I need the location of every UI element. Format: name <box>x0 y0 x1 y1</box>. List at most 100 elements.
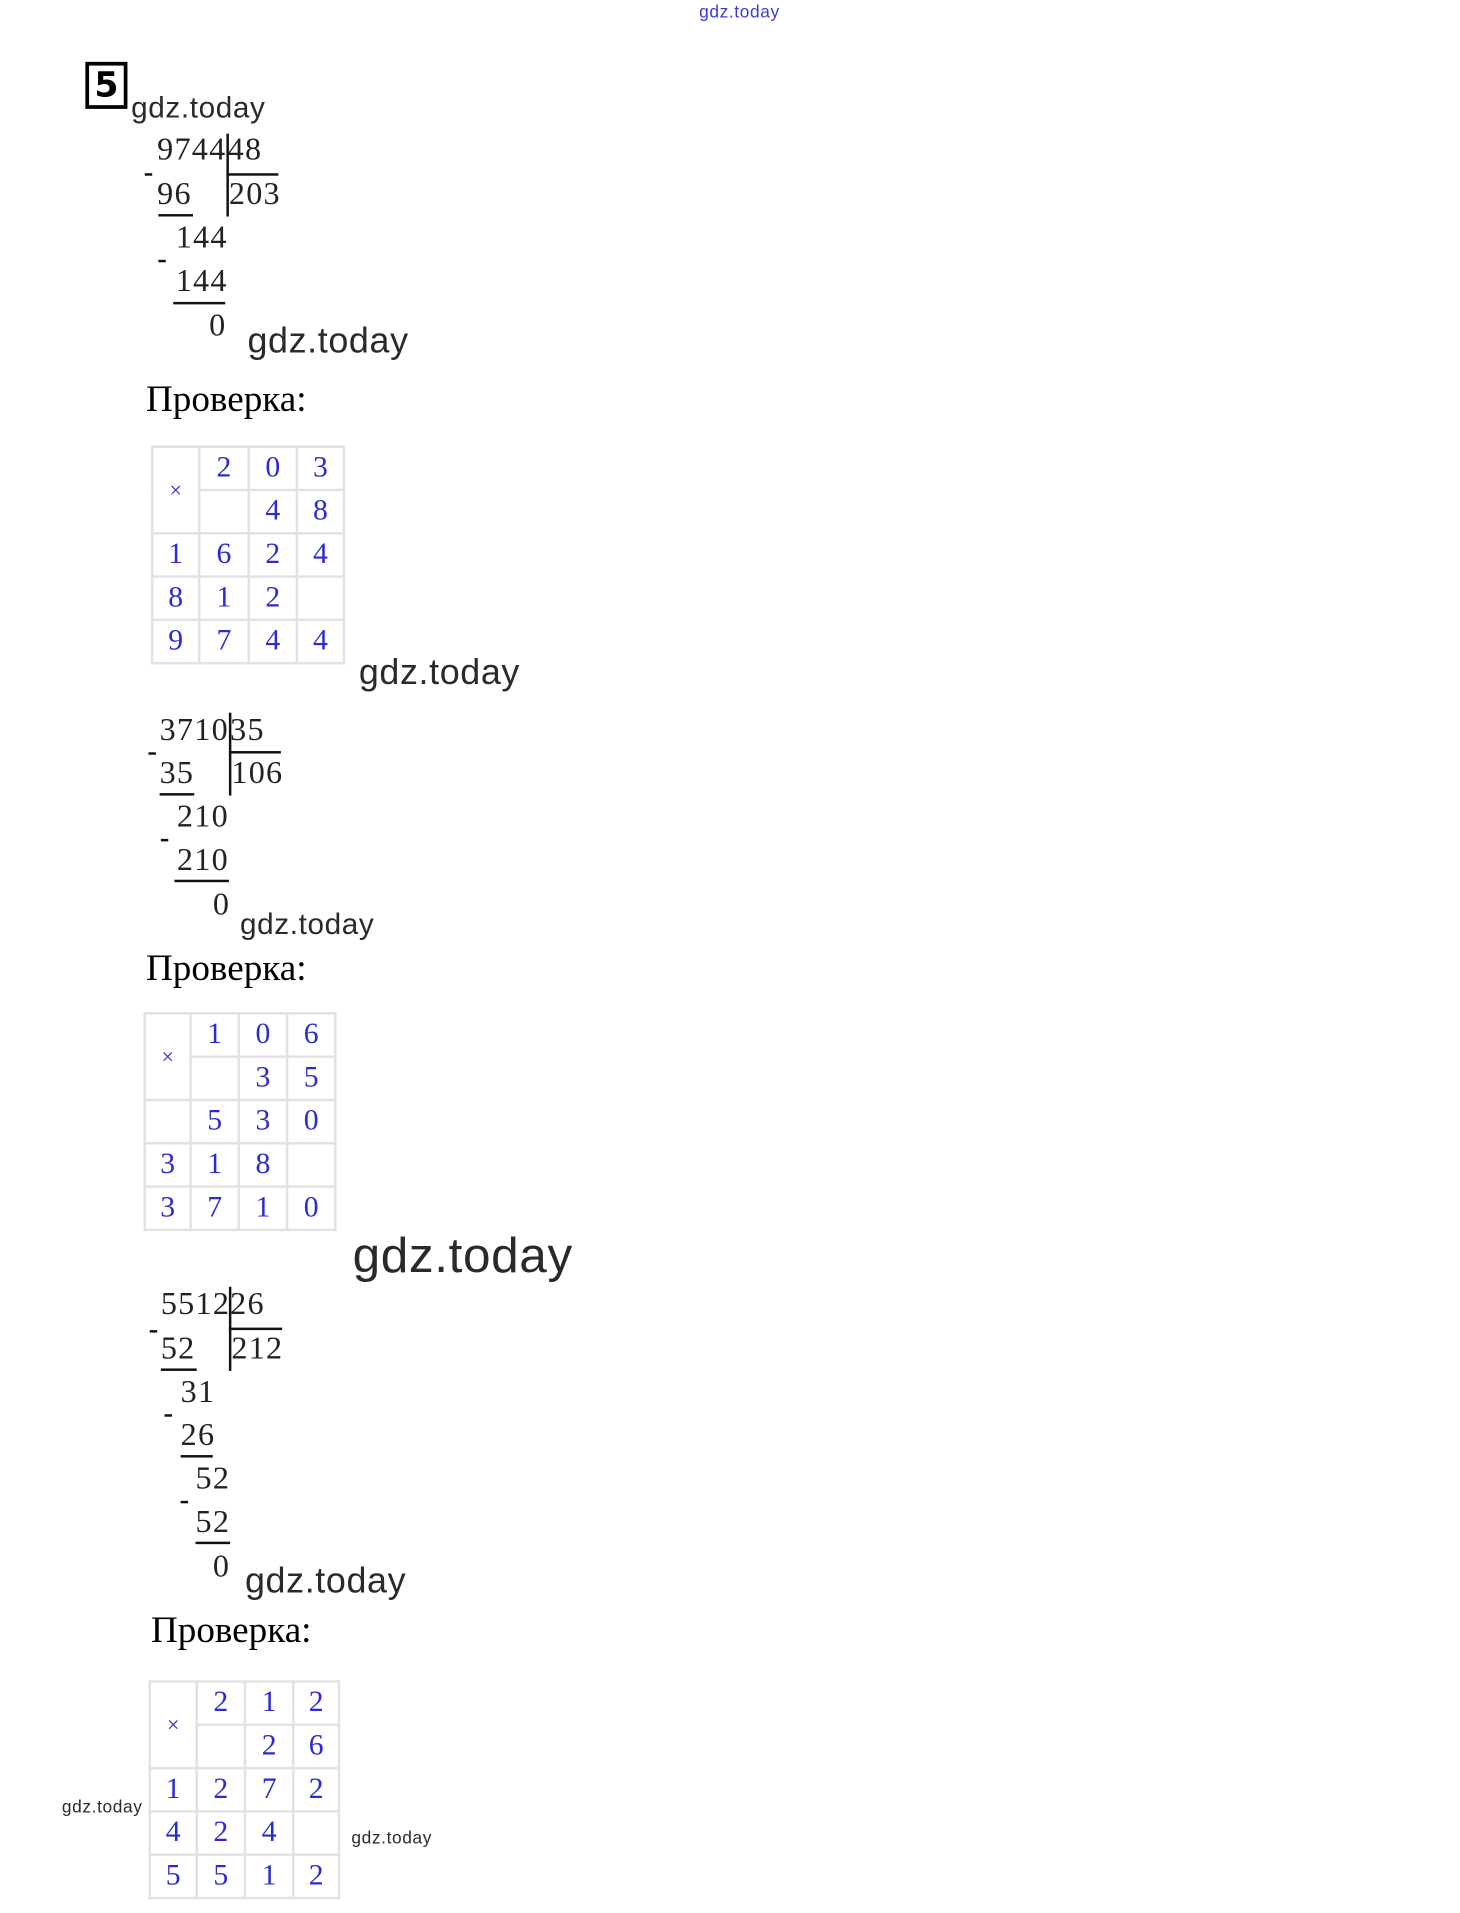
division-step: 52 <box>195 1503 231 1540</box>
digit-cell: 1 <box>189 1012 241 1058</box>
division-bracket-horizontal <box>228 751 281 754</box>
division-step: 0 <box>209 306 227 343</box>
division-step: 52 <box>160 1330 196 1366</box>
step-underline <box>174 879 229 883</box>
division-bracket-horizontal <box>228 1327 283 1331</box>
division-step: 96 <box>157 175 192 212</box>
problem-number: 5 <box>85 61 128 109</box>
check-heading: Проверка: <box>146 947 307 989</box>
multiply-sign: × <box>143 1012 192 1102</box>
digit-cell: 6 <box>197 532 250 578</box>
divisor: 26 <box>230 1285 265 1322</box>
digit-cell: 2 <box>197 445 250 492</box>
division-step: 0 <box>212 885 231 922</box>
digit-cell: 0 <box>247 445 299 492</box>
minus-sign <box>144 173 153 176</box>
check-heading: Проверка: <box>146 378 307 420</box>
digit-cell: 5 <box>189 1098 241 1145</box>
watermark: gdz.today <box>61 1796 143 1817</box>
step-underline <box>180 1455 213 1458</box>
quotient: 203 <box>228 175 281 212</box>
digit-cell: 2 <box>292 1766 341 1813</box>
digit-cell: 4 <box>247 618 299 665</box>
divisor: 48 <box>227 131 263 168</box>
minus-sign <box>160 838 169 841</box>
division-step: 35 <box>159 754 195 791</box>
digit-cell <box>189 1055 241 1102</box>
step-underline <box>158 214 194 217</box>
minus-sign <box>149 1330 158 1332</box>
quotient: 212 <box>231 1330 284 1366</box>
digit-cell: 3 <box>143 1142 192 1188</box>
watermark: gdz.today <box>358 653 520 693</box>
digit-cell: 2 <box>292 1680 341 1727</box>
minus-sign <box>180 1500 189 1503</box>
digit-cell: 2 <box>247 532 299 578</box>
digit-cell: 4 <box>243 1810 295 1856</box>
division-step: 52 <box>195 1460 231 1496</box>
watermark: gdz.today <box>351 1827 433 1848</box>
table-row: × 2 0 3 <box>150 445 346 535</box>
dividend: 5512 <box>160 1285 231 1322</box>
minus-sign <box>148 752 156 755</box>
digit-cell: 2 <box>292 1853 341 1900</box>
digit-cell: 5 <box>285 1055 337 1102</box>
step-underline <box>160 1368 197 1371</box>
digit-cell <box>292 1810 341 1856</box>
digit-cell: 0 <box>285 1185 337 1232</box>
digit-cell: 1 <box>243 1680 295 1727</box>
step-underline <box>159 793 195 796</box>
digit-cell: 2 <box>195 1766 247 1813</box>
watermark: gdz.today <box>131 91 266 125</box>
step-underline <box>195 1541 231 1545</box>
multiply-sign: × <box>150 445 201 535</box>
digit-cell: 1 <box>150 532 201 578</box>
digit-cell: 9 <box>150 618 201 665</box>
digit-cell: 1 <box>237 1185 289 1232</box>
division-step: 0 <box>212 1547 231 1584</box>
minus-sign <box>158 259 166 262</box>
minus-sign <box>164 1414 172 1417</box>
digit-cell: 1 <box>148 1766 198 1813</box>
digit-cell: 7 <box>189 1185 241 1232</box>
division-step: 31 <box>180 1373 216 1410</box>
division-bracket-vertical <box>228 712 232 796</box>
digit-cell <box>143 1098 192 1145</box>
digit-cell: 2 <box>195 1680 247 1727</box>
digit-cell: 3 <box>143 1185 192 1232</box>
digit-cell: 0 <box>285 1098 337 1145</box>
digit-cell: 4 <box>247 488 299 535</box>
digit-cell: 8 <box>237 1142 289 1188</box>
digit-cell <box>295 575 346 622</box>
digit-cell: 1 <box>197 575 250 622</box>
quotient: 106 <box>231 754 284 791</box>
division-step: 144 <box>175 219 228 255</box>
digit-cell <box>197 488 250 535</box>
division-step: 210 <box>176 798 229 834</box>
table-row: × 1 0 6 <box>143 1012 337 1102</box>
digit-cell: 3 <box>295 445 346 492</box>
digit-cell: 4 <box>295 618 346 665</box>
digit-cell: 4 <box>148 1810 198 1856</box>
watermark: gdz.today <box>352 1228 573 1284</box>
division-step: 210 <box>176 841 229 878</box>
digit-cell: 8 <box>295 488 346 535</box>
check-heading: Проверка: <box>150 1609 312 1651</box>
digit-cell: 0 <box>237 1012 289 1058</box>
digit-cell <box>195 1723 247 1770</box>
division-step: 26 <box>180 1416 216 1453</box>
division-step: 144 <box>175 262 228 299</box>
digit-cell: 2 <box>247 575 299 622</box>
digit-cell: 7 <box>243 1766 295 1813</box>
